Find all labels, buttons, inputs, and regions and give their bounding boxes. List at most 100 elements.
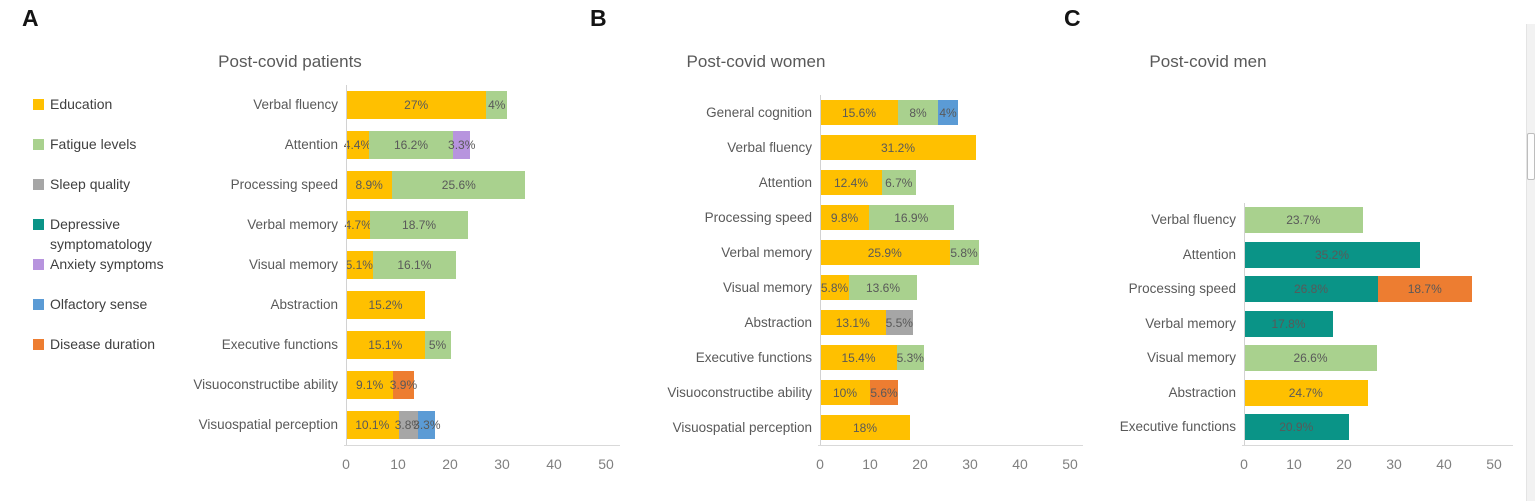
- x-axis-tick: 0: [342, 456, 350, 472]
- category-label: Executive functions: [1119, 419, 1236, 434]
- bar-segment-fatigue: 13.6%: [849, 275, 917, 300]
- value-label: 17.8%: [1271, 316, 1306, 331]
- value-label: 31.2%: [880, 140, 916, 155]
- value-label: 18.7%: [1407, 282, 1442, 297]
- bar-segment-disease: 18.7%: [1378, 276, 1472, 303]
- bar-segment-education: 15.6%: [820, 100, 898, 125]
- legend-swatch-fatigue: [33, 139, 44, 150]
- x-axis-tick: 10: [1286, 456, 1302, 472]
- chart-post-covid-women: Post-covid women General cognition 15.6% 8%…: [625, 0, 1090, 501]
- bar-row: Attention 35.2%: [1080, 238, 1532, 273]
- value-label: 5.1%: [345, 258, 373, 272]
- category-label: Attention: [284, 137, 338, 152]
- value-label: 15.6%: [841, 105, 877, 120]
- panel-label-a: A: [22, 5, 39, 31]
- category-label: Processing speed: [230, 177, 338, 192]
- scrollbar-track[interactable]: [1526, 24, 1535, 501]
- value-label: 10%: [832, 385, 858, 400]
- legend-label: Depressive symptomatology: [50, 216, 152, 252]
- x-axis-tick: 20: [912, 456, 928, 472]
- value-label: 9.1%: [355, 378, 384, 392]
- bar-segment-depressive: 17.8%: [1244, 310, 1333, 337]
- legend-label: Sleep quality: [50, 176, 131, 192]
- chart-title: Post-covid men: [1149, 52, 1267, 71]
- value-label: 10.1%: [355, 418, 390, 432]
- bar-row: General cognition 15.6% 8% 4%: [625, 95, 1090, 130]
- y-axis-line: [820, 95, 821, 445]
- value-label: 16.2%: [393, 138, 428, 152]
- legend-swatch-sleep: [33, 179, 44, 190]
- legend-item-sleep: Sleep quality: [33, 174, 183, 194]
- x-axis-tick: 30: [1386, 456, 1402, 472]
- x-axis-tick: 20: [1336, 456, 1352, 472]
- bar-segment-sleep: 5.5%: [885, 310, 913, 335]
- bar-row: Verbal fluency 31.2%: [625, 130, 1090, 165]
- value-label: 3.8%: [394, 418, 423, 432]
- bar-segment-fatigue: 18.7%: [370, 211, 468, 239]
- bar-segment-education: 15.1%: [346, 331, 425, 359]
- category-label: Executive functions: [695, 350, 812, 365]
- bar-segment-education: 13.1%: [820, 310, 886, 335]
- value-label: 26.8%: [1293, 282, 1329, 297]
- bar-segment-education: 24.7%: [1244, 379, 1368, 406]
- bar-segment-education: 10.1%: [346, 411, 399, 439]
- x-axis-tick: 0: [816, 456, 824, 472]
- bar-segment-depressive: 35.2%: [1244, 241, 1420, 268]
- legend-item-education: Education: [33, 94, 183, 114]
- legend-swatch-disease: [33, 339, 44, 350]
- value-label: 8.9%: [355, 178, 383, 192]
- scrollbar-thumb[interactable]: [1527, 133, 1535, 180]
- category-label: Visuoconstructibe ability: [193, 377, 338, 392]
- value-label: 3.3%: [448, 138, 476, 152]
- value-label: 27%: [404, 98, 429, 112]
- value-label: 13.6%: [865, 280, 901, 295]
- bar-segment-education: 8.9%: [346, 171, 393, 199]
- value-label: 16.9%: [894, 210, 929, 225]
- value-label: 12.4%: [833, 175, 869, 190]
- bar-segment-sleep: 3.8%: [395, 411, 422, 439]
- value-label: 15.2%: [368, 298, 403, 312]
- value-label: 18.7%: [402, 218, 437, 232]
- bar-segment-education: 31.2%: [820, 135, 976, 160]
- legend-label: Education: [50, 96, 113, 112]
- value-label: 5.5%: [885, 315, 913, 330]
- bar-segment-education: 9.8%: [820, 205, 869, 230]
- x-axis-tick: 50: [1486, 456, 1502, 472]
- bar-segment-fatigue: 5.8%: [949, 240, 979, 265]
- x-axis-tick: 50: [598, 456, 614, 472]
- value-label: 5.6%: [870, 385, 898, 400]
- chart-post-covid-patients: Post-covid patients Verbal fluency 27% 4% At…: [150, 0, 638, 501]
- value-label: 4.4%: [343, 138, 372, 152]
- bar-row: Verbal memory 4.7% 18.7%: [150, 205, 638, 245]
- legend-label: Olfactory sense: [50, 296, 148, 312]
- category-label: Verbal fluency: [253, 97, 338, 112]
- x-axis-line: [344, 445, 620, 446]
- legend-label: Disease duration: [50, 336, 156, 352]
- value-label: 9.8%: [830, 210, 859, 225]
- bar-row: Verbal memory 17.8%: [1080, 307, 1532, 342]
- category-label: Visual memory: [722, 280, 812, 295]
- category-label: Visual memory: [1146, 350, 1236, 365]
- category-label: Abstraction: [270, 297, 338, 312]
- bar-row: Visuospatial perception 18%: [625, 410, 1090, 445]
- bar-segment-education: 18%: [820, 415, 910, 440]
- value-label: 4.7%: [344, 218, 372, 232]
- panel-label-b: B: [590, 5, 607, 31]
- category-label: Attention: [1182, 246, 1236, 262]
- x-axis-tick: 30: [494, 456, 510, 472]
- legend-item-fatigue: Fatigue levels: [33, 134, 183, 154]
- category-label: Verbal memory: [1145, 315, 1236, 331]
- bar-row: Abstraction 24.7%: [1080, 376, 1532, 411]
- value-label: 4%: [488, 98, 506, 112]
- category-label: Visuoconstructibe ability: [667, 385, 812, 400]
- bar-row: Attention 4.4% 16.2% 3.3%: [150, 125, 638, 165]
- value-label: 15.4%: [841, 350, 876, 365]
- legend-swatch-education: [33, 99, 44, 110]
- chart-title: Post-covid women: [686, 52, 826, 71]
- category-label: Attention: [758, 175, 812, 190]
- bar-segment-depressive: 20.9%: [1244, 414, 1349, 441]
- legend-label: Anxiety symptoms: [50, 256, 164, 272]
- bar-segment-education: 10%: [820, 380, 870, 405]
- value-label: 5.8%: [820, 280, 849, 295]
- bar-segment-fatigue: 8%: [898, 100, 938, 125]
